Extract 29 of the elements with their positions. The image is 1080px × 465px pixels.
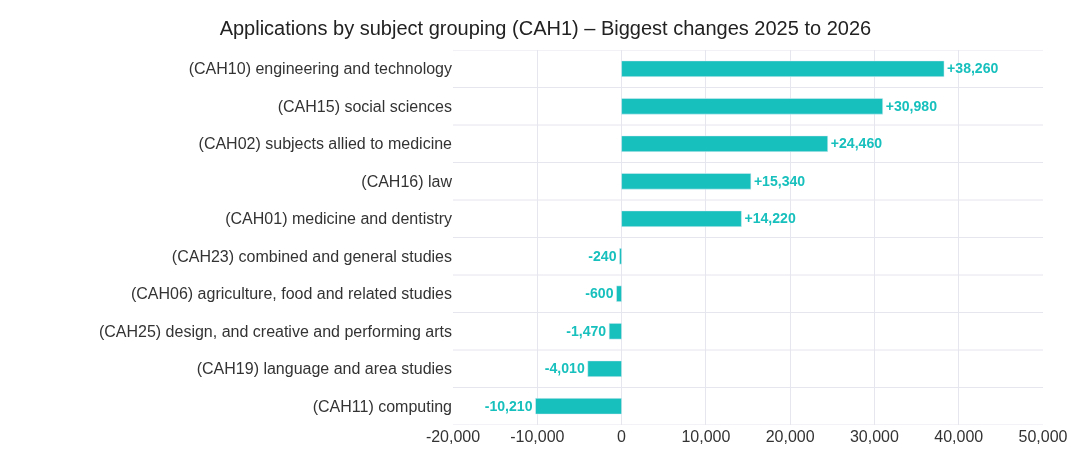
x-tick-label: 10,000 (681, 428, 731, 445)
data-label: +15,340 (753, 172, 806, 189)
y-tick-label: (CAH10) engineering and technology (188, 60, 452, 78)
y-tick-label: (CAH19) language and area studies (196, 360, 452, 378)
data-label: -4,010 (544, 360, 585, 377)
y-tick-label: (CAH01) medicine and dentistry (225, 210, 452, 228)
data-label: -240 (588, 247, 617, 264)
y-tick-label: (CAH02) subjects allied to medicine (198, 135, 453, 153)
y-tick-label: (CAH16) law (361, 172, 453, 190)
x-tick-label: 40,000 (934, 428, 984, 445)
x-tick-label: -20,000 (425, 428, 481, 445)
y-tick-label: (CAH23) combined and general studies (171, 247, 452, 265)
x-tick-label: 30,000 (849, 428, 899, 445)
data-label: -10,210 (484, 397, 533, 414)
data-label: +38,260 (947, 60, 999, 77)
data-label: +24,460 (830, 135, 883, 152)
x-tick-label: 20,000 (765, 428, 815, 445)
x-tick-label: 0 (617, 428, 627, 445)
x-tick-label: 50,000 (1018, 428, 1068, 445)
data-label: -600 (585, 285, 614, 302)
chart-title: Applications by subject grouping (CAH1) – Biggest changes 2025 to 2026 (219, 16, 872, 39)
x-tick-label: -10,000 (510, 428, 565, 445)
y-tick-label: (CAH15) social sciences (277, 97, 452, 115)
y-tick-label: (CAH11) computing (312, 397, 452, 415)
y-tick-label: (CAH06) agriculture, food and related studies (130, 285, 452, 303)
y-tick-label: (CAH25) design, and creative and performing arts (98, 322, 452, 340)
data-label: +30,980 (885, 97, 938, 114)
data-label: +14,220 (744, 210, 796, 227)
data-label: -1,470 (566, 322, 607, 339)
